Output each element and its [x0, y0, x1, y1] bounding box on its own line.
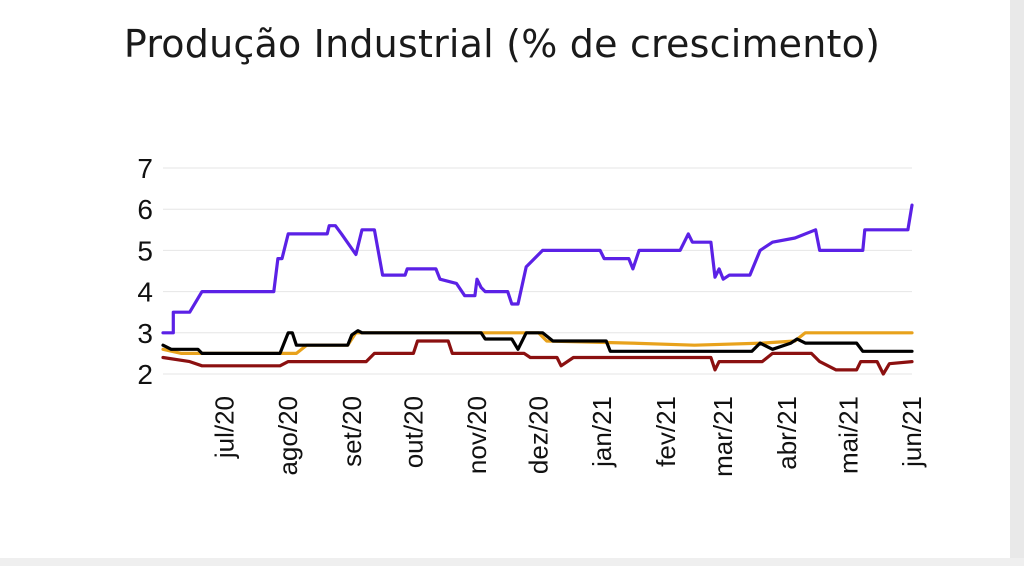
- x-tick-label: set/20: [337, 396, 367, 467]
- series-line-1: [161, 203, 914, 335]
- x-tick-label: fev/21: [651, 396, 681, 467]
- x-tick-label: jun/21: [897, 396, 927, 468]
- y-tick-label: 6: [137, 194, 153, 225]
- x-axis: jul/20 ago/20 set/20 out/20 nov/20 dez/20 jan/…: [210, 396, 927, 477]
- x-tick-label: mar/21: [708, 396, 738, 477]
- y-tick-label: 4: [137, 277, 153, 308]
- chart-title: Produção Industrial (% de crescimento): [123, 22, 881, 66]
- y-tick-label: 7: [137, 153, 153, 184]
- x-tick-label: dez/20: [524, 396, 554, 474]
- x-tick-label: ago/20: [273, 396, 303, 476]
- bottom-frame-edge: [0, 558, 1024, 566]
- y-tick-label: 5: [137, 235, 153, 266]
- x-tick-label: out/20: [398, 396, 428, 468]
- x-tick-label: jul/20: [210, 396, 240, 459]
- x-tick-label: abr/21: [772, 396, 802, 470]
- y-tick-label: 3: [137, 318, 153, 349]
- x-tick-label: nov/20: [462, 396, 492, 474]
- x-tick-label: mai/21: [833, 396, 863, 474]
- series-line-2: [161, 331, 914, 355]
- right-frame-edge: [1010, 0, 1024, 566]
- series-line-3: [161, 339, 914, 376]
- x-tick-label: jan/21: [587, 396, 617, 468]
- y-axis: 2 3 4 5 6 7: [137, 153, 153, 390]
- y-tick-label: 2: [137, 359, 153, 390]
- series-lines: [161, 203, 914, 376]
- series-line-4: [161, 329, 914, 355]
